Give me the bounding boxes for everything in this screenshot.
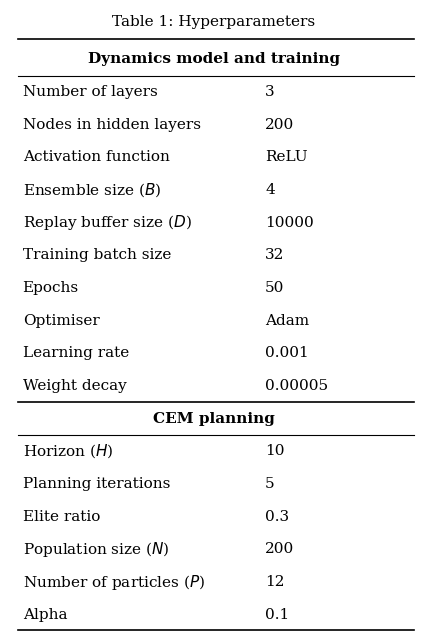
Text: 10000: 10000 bbox=[265, 216, 314, 230]
Text: Activation function: Activation function bbox=[23, 150, 169, 164]
Text: Population size ($N$): Population size ($N$) bbox=[23, 540, 169, 559]
Text: 12: 12 bbox=[265, 575, 285, 589]
Text: 0.00005: 0.00005 bbox=[265, 379, 328, 393]
Text: Optimiser: Optimiser bbox=[23, 314, 99, 327]
Text: Learning rate: Learning rate bbox=[23, 346, 129, 360]
Text: Ensemble size ($B$): Ensemble size ($B$) bbox=[23, 181, 161, 199]
Text: Training batch size: Training batch size bbox=[23, 248, 171, 263]
Text: Horizon ($H$): Horizon ($H$) bbox=[23, 442, 113, 460]
Text: Adam: Adam bbox=[265, 314, 309, 327]
Text: ReLU: ReLU bbox=[265, 150, 308, 164]
Text: 0.001: 0.001 bbox=[265, 346, 309, 360]
Text: 3: 3 bbox=[265, 85, 275, 99]
Text: 32: 32 bbox=[265, 248, 284, 263]
Text: 4: 4 bbox=[265, 183, 275, 197]
Text: 200: 200 bbox=[265, 542, 294, 557]
Text: Planning iterations: Planning iterations bbox=[23, 477, 170, 491]
Text: Replay buffer size ($D$): Replay buffer size ($D$) bbox=[23, 213, 191, 232]
Text: Alpha: Alpha bbox=[23, 608, 67, 621]
Text: Nodes in hidden layers: Nodes in hidden layers bbox=[23, 117, 201, 132]
Text: 0.3: 0.3 bbox=[265, 510, 289, 524]
Text: 0.1: 0.1 bbox=[265, 608, 289, 621]
Text: Dynamics model and training: Dynamics model and training bbox=[88, 52, 340, 66]
Text: Table 1: Hyperparameters: Table 1: Hyperparameters bbox=[113, 15, 315, 29]
Text: Elite ratio: Elite ratio bbox=[23, 510, 100, 524]
Text: 5: 5 bbox=[265, 477, 275, 491]
Text: 10: 10 bbox=[265, 444, 285, 458]
Text: 200: 200 bbox=[265, 117, 294, 132]
Text: Weight decay: Weight decay bbox=[23, 379, 126, 393]
Text: Number of layers: Number of layers bbox=[23, 85, 158, 99]
Text: Number of particles ($P$): Number of particles ($P$) bbox=[23, 573, 205, 591]
Text: 50: 50 bbox=[265, 281, 284, 295]
Text: CEM planning: CEM planning bbox=[153, 412, 275, 426]
Text: Epochs: Epochs bbox=[23, 281, 79, 295]
